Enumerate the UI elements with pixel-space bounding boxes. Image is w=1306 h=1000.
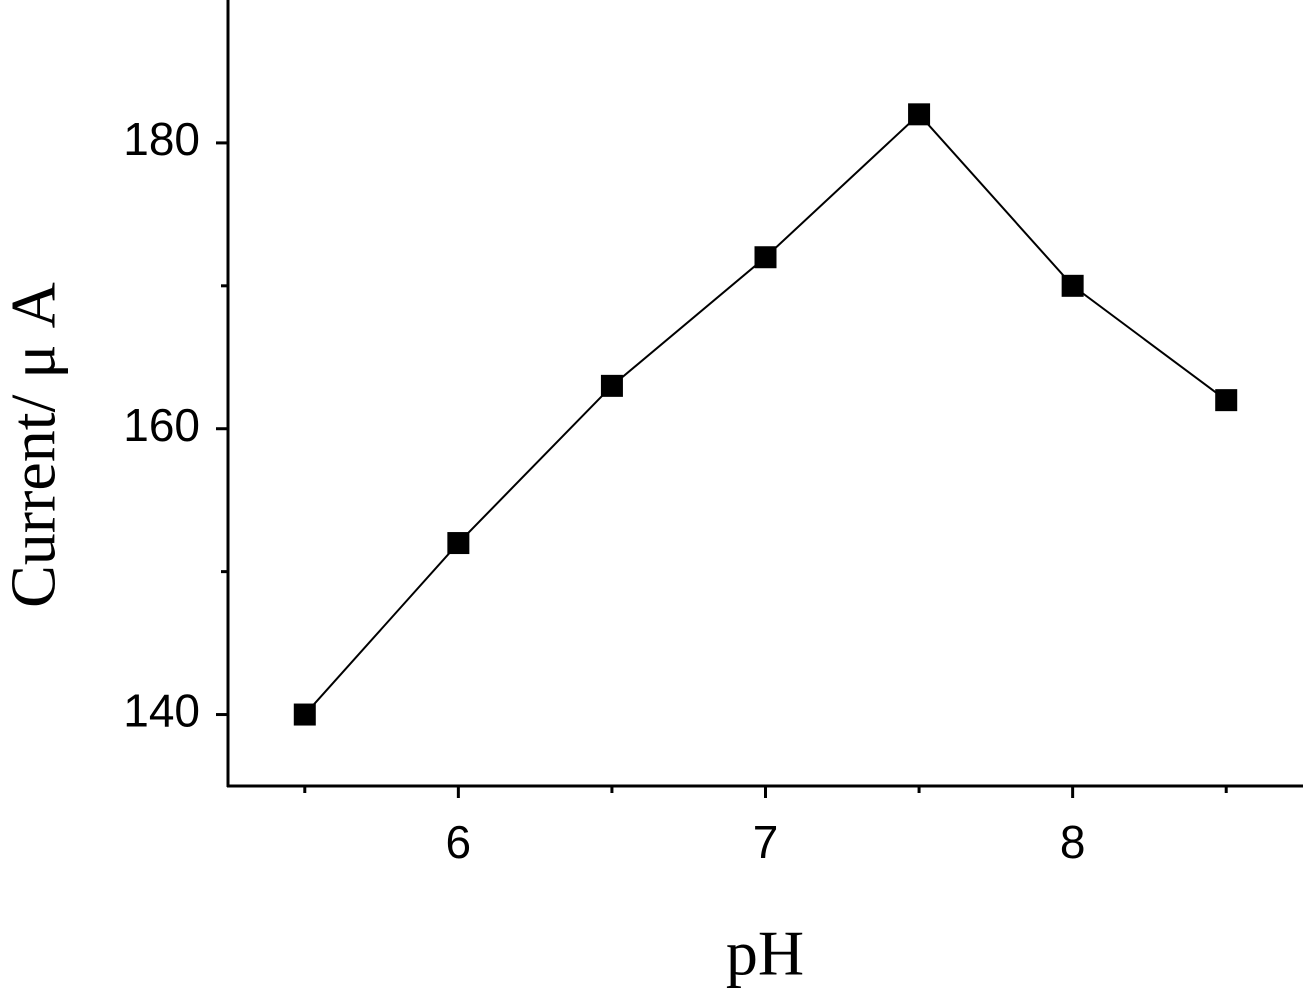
x-tick-label: 6 [446, 816, 472, 868]
marker [447, 532, 470, 555]
marker [1061, 274, 1084, 297]
x-tick-label: 8 [1060, 816, 1086, 868]
y-axis-label: Current/ μ A [0, 282, 69, 608]
y-tick-label: 180 [123, 113, 200, 165]
marker [754, 246, 777, 269]
marker [908, 103, 931, 126]
y-tick-label: 140 [123, 685, 200, 737]
y-tick-label: 160 [123, 399, 200, 451]
x-tick-label: 7 [753, 816, 779, 868]
x-axis-label: pH [726, 918, 804, 989]
series-line [304, 112, 1227, 716]
marker [293, 703, 316, 726]
marker [600, 374, 623, 397]
marker [1215, 389, 1238, 412]
